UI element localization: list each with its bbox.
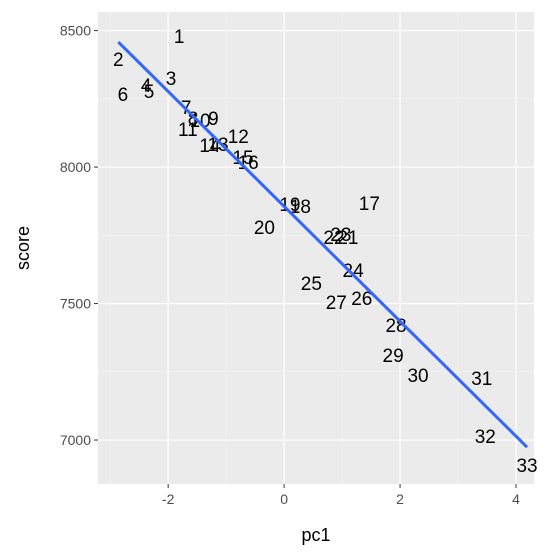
x-tick-label: 0 (280, 491, 288, 507)
point-label: 18 (290, 197, 311, 218)
y-tick-label: 7000 (60, 432, 91, 448)
point-label: 11 (178, 120, 198, 141)
point-label: 14 (199, 136, 221, 157)
point-label: 31 (471, 369, 492, 390)
point-label: 9 (208, 109, 219, 130)
point-label: 2 (113, 50, 124, 71)
point-label: 32 (475, 427, 496, 448)
point-label: 16 (238, 153, 259, 174)
point-label: 19 (279, 195, 300, 216)
fit-line (117, 40, 529, 449)
y-tick-label: 8000 (60, 159, 91, 175)
point-label: 15 (232, 148, 253, 169)
point-label: 25 (301, 274, 322, 295)
point-label: 24 (343, 261, 365, 282)
point-label: 26 (351, 289, 372, 310)
point-label: 5 (144, 82, 155, 103)
x-tick-label: 4 (512, 491, 520, 507)
point-label: 21 (337, 228, 358, 249)
point-label: 20 (254, 218, 275, 239)
point-label: 23 (330, 225, 351, 246)
y-tick-label: 8500 (60, 23, 91, 39)
point-label: 12 (228, 127, 249, 148)
y-axis-title: score (13, 226, 33, 270)
point-label: 1 (174, 27, 185, 48)
y-tick-label: 7500 (60, 296, 91, 312)
point-label: 4 (141, 76, 152, 97)
point-label: 27 (326, 293, 347, 314)
point-label: 6 (118, 85, 129, 106)
point-label: 29 (383, 346, 404, 367)
panel (98, 12, 534, 484)
point-label: 3 (166, 69, 177, 90)
x-tick-label: 2 (396, 491, 404, 507)
x-axis-title: pc1 (301, 525, 330, 545)
point-label: 8 (188, 109, 199, 130)
x-tick-label: -2 (162, 491, 175, 507)
point-label: 33 (516, 456, 537, 477)
point-label: 30 (407, 366, 428, 387)
point-label: 17 (359, 194, 380, 215)
point-label: 22 (323, 228, 344, 249)
point-label: 13 (207, 135, 228, 156)
